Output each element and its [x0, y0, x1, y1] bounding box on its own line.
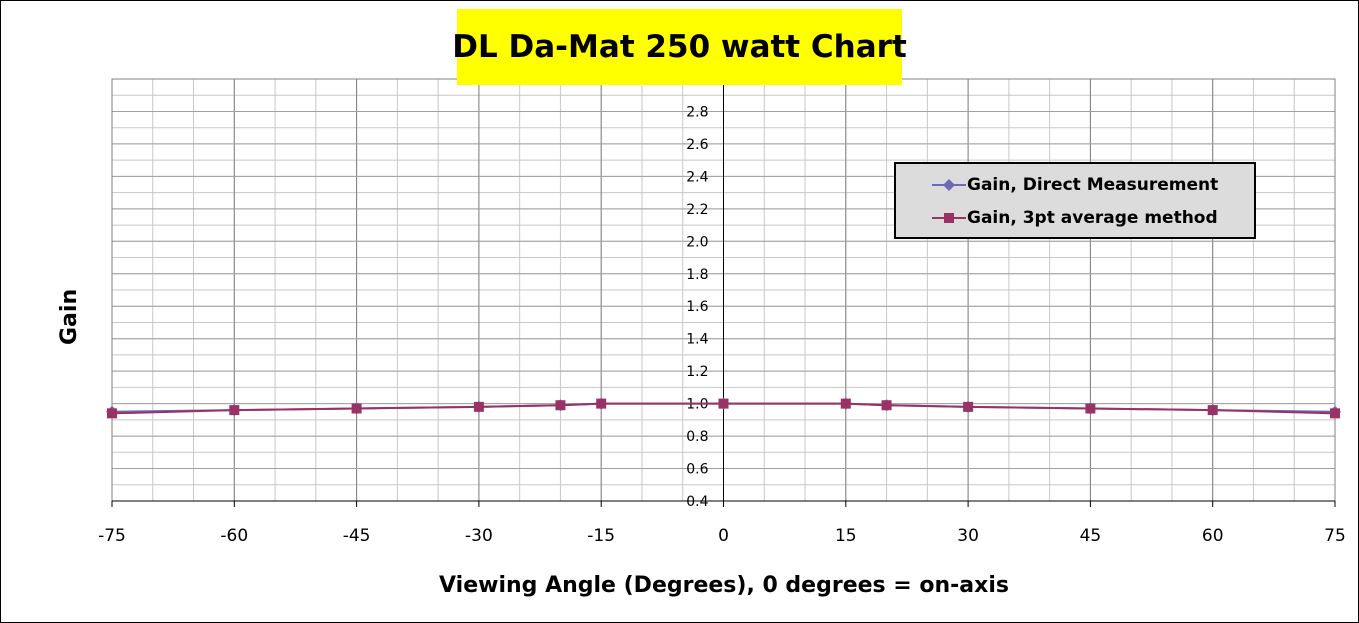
y-tick-label: 2.0: [686, 234, 708, 250]
x-tick-label: 0: [718, 526, 729, 546]
x-tick-label: 15: [835, 526, 857, 546]
data-point-3pt: [1330, 408, 1340, 419]
legend-swatch-3pt: [932, 213, 966, 223]
data-point-3pt: [840, 398, 851, 409]
data-point-3pt: [351, 403, 362, 414]
legend-label-3pt: Gain, 3pt average method: [967, 208, 1218, 228]
y-tick-label: 1.8: [686, 267, 708, 283]
y-tick-label: 0.4: [686, 494, 708, 510]
x-tick-label: -45: [343, 526, 371, 546]
data-point-3pt: [596, 398, 607, 409]
y-tick-label: 1.2: [686, 364, 708, 380]
y-axis-label: Gain: [57, 288, 82, 345]
data-point-3pt: [1085, 403, 1096, 414]
y-tick-label: 1.6: [686, 299, 708, 315]
y-tick-label: 2.6: [686, 137, 708, 153]
chart-title: DL Da-Mat 250 watt Chart: [452, 29, 907, 65]
data-point-3pt: [963, 401, 974, 412]
data-point-3pt: [718, 398, 729, 409]
x-tick-label: -30: [465, 526, 493, 546]
y-tick-label: 0.8: [686, 429, 708, 445]
legend: Gain, Direct Measurement Gain, 3pt avera…: [894, 162, 1256, 239]
x-tick-label: 30: [957, 526, 979, 546]
legend-swatch-direct: [932, 179, 966, 191]
y-tick-label: 0.6: [686, 462, 708, 478]
legend-item-direct: Gain, Direct Measurement: [896, 170, 1254, 200]
data-point-3pt: [107, 408, 117, 419]
data-point-3pt: [555, 400, 566, 411]
x-axis-label: Viewing Angle (Degrees), 0 degrees = on-…: [439, 573, 1009, 598]
data-point-3pt: [881, 400, 892, 411]
x-tick-label: 60: [1202, 526, 1224, 546]
x-tick-label: 45: [1080, 526, 1102, 546]
y-tick-label: 1.4: [686, 332, 708, 348]
y-tick-label: 2.2: [686, 202, 708, 218]
data-point-3pt: [1207, 405, 1218, 416]
y-tick-label: 2.4: [686, 169, 708, 185]
chart-title-box: DL Da-Mat 250 watt Chart: [452, 9, 907, 85]
x-tick-label: -15: [587, 526, 615, 546]
legend-item-3pt: Gain, 3pt average method: [896, 203, 1254, 233]
y-tick-label: 2.8: [686, 104, 708, 120]
data-point-3pt: [473, 401, 484, 412]
x-tick-label: -60: [220, 526, 248, 546]
data-point-3pt: [229, 405, 240, 416]
legend-label-direct: Gain, Direct Measurement: [967, 175, 1219, 195]
x-tick-label: 75: [1324, 526, 1346, 546]
x-tick-label: -75: [98, 526, 126, 546]
